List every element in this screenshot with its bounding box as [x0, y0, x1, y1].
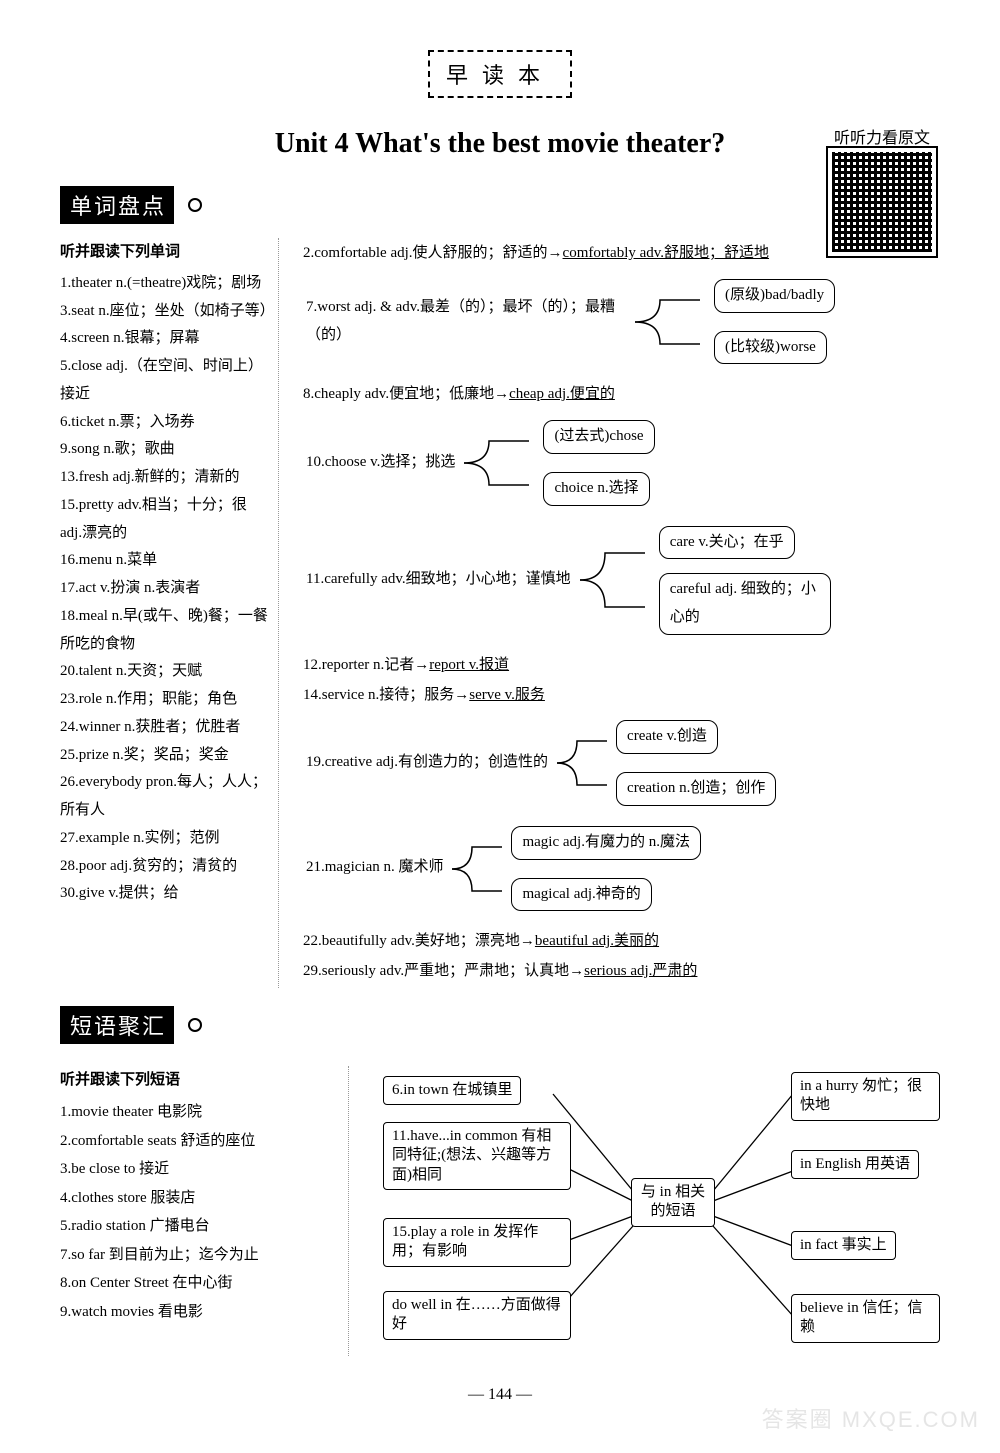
branch-11-stem: 11.carefully adv.细致地；小心地；谨慎地 [306, 566, 571, 594]
vocab-item: 24.winner n.获胜者；优胜者 [60, 714, 270, 742]
pbox-15: 15.play a role in 发挥作用；有影响 [383, 1218, 571, 1267]
branch-7: 7.worst adj. & adv.最差（的）；最坏（的）；最糟（的） (原级… [303, 276, 940, 368]
bubble-10a: (过去式)chose [543, 420, 654, 454]
vocab-item: 16.menu n.菜单 [60, 547, 270, 575]
phrase-left-col: 听并跟读下列短语 1.movie theater 电影院 2.comfortab… [60, 1066, 349, 1356]
pbox-6: 6.in town 在城镇里 [383, 1076, 521, 1106]
page-number: — 144 — [60, 1386, 940, 1404]
branch-10-lines [459, 423, 539, 503]
vocab-item: 17.act v.扮演 n.表演者 [60, 575, 270, 603]
watermark: 答案圈 MXQE.COM [762, 1402, 980, 1434]
vocab-item: 25.prize n.奖；奖品；奖金 [60, 742, 270, 770]
bubble-7b: (比较级)worse [714, 331, 827, 365]
bubble-21a: magic adj.有魔力的 n.魔法 [511, 826, 700, 860]
phrase-diagram: 与 in 相关的短语 6.in town 在城镇里 11.have...in c… [373, 1066, 940, 1356]
branch-10-stem: 10.choose v.选择；挑选 [306, 449, 455, 477]
vocab-item: 4.screen n.银幕；屏幕 [60, 325, 270, 353]
entry-8-ul: cheap adj.便宜的 [509, 386, 615, 402]
pbox-eng: in English 用英语 [791, 1150, 919, 1180]
phrase-left-subtitle: 听并跟读下列短语 [60, 1066, 340, 1095]
pbox-fact: in fact 事实上 [791, 1231, 896, 1261]
phrase-item: 2.comfortable seats 舒适的座位 [60, 1127, 340, 1156]
entry-22-ul: beautiful adj.美丽的 [535, 933, 659, 949]
entry-14: 14.service n.接待；服务→serve v.服务 [303, 682, 940, 710]
phrase-item: 9.watch movies 看电影 [60, 1298, 340, 1327]
entry-14-pre: 14.service n.接待；服务→ [303, 687, 469, 703]
entry-12-ul: report v.报道 [429, 657, 509, 673]
unit-title: Unit 4 What's the best movie theater? [60, 128, 940, 160]
vocab-item: 3.seat n.座位；坐处（如椅子等） [60, 298, 270, 326]
vocab-left-subtitle: 听并跟读下列单词 [60, 238, 270, 266]
entry-2-pre: 2.comfortable adj.使人舒服的；舒适的→ [303, 245, 563, 261]
branch-19-stem: 19.creative adj.有创造力的；创造性的 [306, 749, 548, 777]
phrase-columns: 听并跟读下列短语 1.movie theater 电影院 2.comfortab… [60, 1066, 940, 1356]
entry-22-pre: 22.beautifully adv.美好地；漂亮地→ [303, 933, 535, 949]
entry-14-ul: serve v.服务 [469, 687, 545, 703]
bubble-19b: creation n.创造；创作 [616, 772, 776, 806]
vocab-item: 5.close adj.（在空间、时间上）接近 [60, 353, 270, 409]
bubble-7a: (原级)bad/badly [714, 279, 835, 313]
vocab-item: 15.pretty adv.相当；十分；很 adj.漂亮的 [60, 492, 270, 548]
vocab-item: 30.give v.提供；给 [60, 880, 270, 908]
branch-11-lines [575, 535, 655, 625]
branch-7-lines [630, 282, 710, 362]
vocab-item: 28.poor adj.贫穷的；清贫的 [60, 853, 270, 881]
vocab-item: 6.ticket n.票；入场券 [60, 409, 270, 437]
entry-22: 22.beautifully adv.美好地；漂亮地→beautiful adj… [303, 928, 940, 956]
entry-8: 8.cheaply adv.便宜地；低廉地→cheap adj.便宜的 [303, 381, 940, 409]
pbox-hurry: in a hurry 匆忙；很快地 [791, 1072, 940, 1121]
bubble-19a: create v.创造 [616, 720, 718, 754]
vocab-item: 23.role n.作用；职能；角色 [60, 686, 270, 714]
phrase-item: 5.radio station 广播电台 [60, 1212, 340, 1241]
qr-caption: 听听力看原文 [834, 124, 930, 148]
vocab-left-col: 听并跟读下列单词 1.theater n.(=theatre)戏院；剧场 3.s… [60, 238, 279, 988]
phrase-item: 7.so far 到目前为止；迄今为止 [60, 1241, 340, 1270]
vocab-right-col: 2.comfortable adj.使人舒服的；舒适的→comfortably … [303, 238, 940, 988]
entry-29-ul: serious adj.严肃的 [584, 963, 697, 979]
entry-2: 2.comfortable adj.使人舒服的；舒适的→comfortably … [303, 240, 940, 268]
phrase-item: 4.clothes store 服装店 [60, 1184, 340, 1213]
vocab-item: 13.fresh adj.新鲜的；清新的 [60, 464, 270, 492]
vocab-item: 20.talent n.天资；天赋 [60, 658, 270, 686]
branch-7-stem: 7.worst adj. & adv.最差（的）；最坏（的）；最糟（的） [306, 294, 626, 350]
vocab-item: 26.everybody pron.每人；人人；所有人 [60, 769, 270, 825]
vocab-item: 27.example n.实例；范例 [60, 825, 270, 853]
bubble-11a: care v.关心；在乎 [659, 526, 795, 560]
section-label-vocab: 单词盘点 [60, 186, 174, 224]
pbox-11: 11.have...in common 有相同特征;(想法、兴趣等方面)相同 [383, 1122, 571, 1191]
entry-12: 12.reporter n.记者→report v.报道 [303, 652, 940, 680]
branch-10: 10.choose v.选择；挑选 (过去式)chose choice n.选择 [303, 417, 940, 509]
pbox-do: do well in 在……方面做得好 [383, 1291, 571, 1340]
entry-12-pre: 12.reporter n.记者→ [303, 657, 429, 673]
vocab-item: 1.theater n.(=theatre)戏院；剧场 [60, 270, 270, 298]
pbox-bel: believe in 信任；信赖 [791, 1294, 940, 1343]
phrase-item: 3.be close to 接近 [60, 1155, 340, 1184]
branch-21-lines [447, 829, 507, 909]
vocab-columns: 听并跟读下列单词 1.theater n.(=theatre)戏院；剧场 3.s… [60, 238, 940, 988]
bubble-11b: careful adj. 细致的；小心的 [659, 573, 831, 635]
entry-2-ul: comfortably adv.舒服地；舒适地 [563, 245, 770, 261]
page: 早读本 听听力看原文 Unit 4 What's the best movie … [0, 0, 1000, 1444]
vocab-item: 9.song n.歌；歌曲 [60, 436, 270, 464]
phrase-item: 1.movie theater 电影院 [60, 1098, 340, 1127]
vocab-item: 18.meal n.早(或午、晚)餐；一餐所吃的食物 [60, 603, 270, 659]
branch-19: 19.creative adj.有创造力的；创造性的 create v.创造 c… [303, 717, 940, 809]
booklet-label: 早读本 [428, 50, 572, 98]
section-label-phrase: 短语聚汇 [60, 1006, 174, 1044]
bubble-21b: magical adj.神奇的 [511, 878, 651, 912]
phrase-item: 8.on Center Street 在中心街 [60, 1269, 340, 1298]
branch-19-lines [552, 723, 612, 803]
phrase-center-box: 与 in 相关的短语 [631, 1178, 715, 1227]
bubble-10b: choice n.选择 [543, 472, 649, 506]
branch-21: 21.magician n. 魔术师 magic adj.有魔力的 n.魔法 m… [303, 823, 940, 915]
branch-21-stem: 21.magician n. 魔术师 [306, 854, 443, 882]
entry-29-pre: 29.seriously adv.严重地；严肃地；认真地→ [303, 963, 584, 979]
entry-8-pre: 8.cheaply adv.便宜地；低廉地→ [303, 386, 509, 402]
branch-11: 11.carefully adv.细致地；小心地；谨慎地 care v.关心；在… [303, 523, 940, 638]
entry-29: 29.seriously adv.严重地；严肃地；认真地→serious adj… [303, 958, 940, 986]
